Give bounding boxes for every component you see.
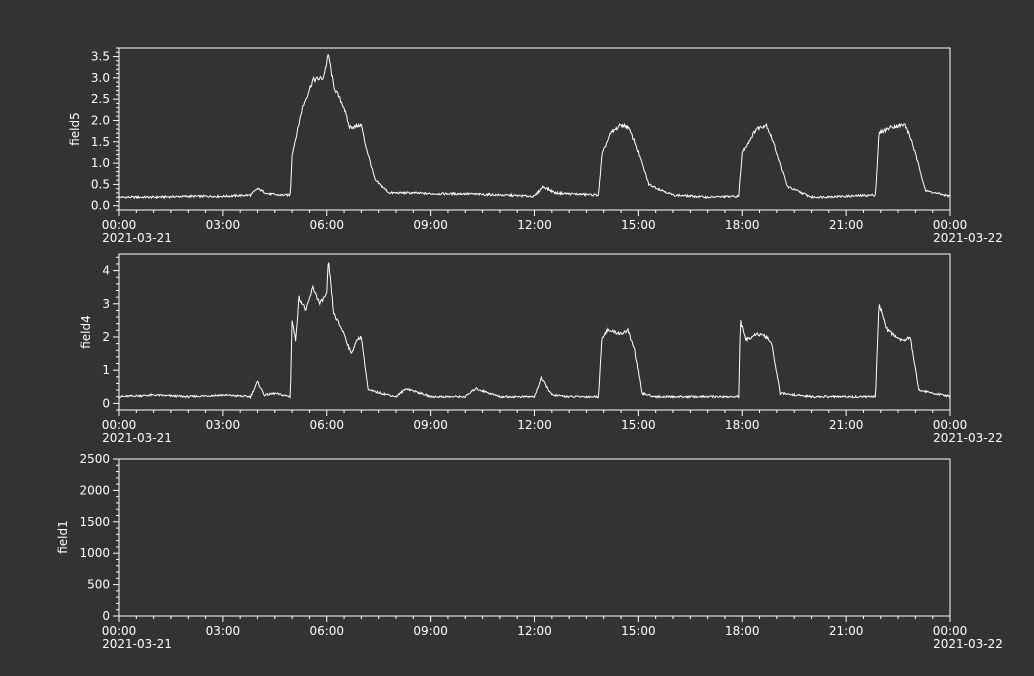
y-tick-label: 2: [102, 330, 110, 344]
y-axis-label: field4: [79, 315, 93, 349]
y-tick-label: 1.5: [91, 135, 110, 149]
x-tick-label: 21:00: [829, 418, 864, 432]
x-tick-date-label: 2021-03-21: [102, 637, 172, 651]
x-tick-label: 00:00: [102, 624, 137, 638]
x-tick-label: 12:00: [517, 418, 552, 432]
y-tick-label: 2000: [79, 483, 110, 497]
y-tick-label: 0: [102, 609, 110, 623]
y-tick-label: 1: [102, 363, 110, 377]
y-tick-label: 2.5: [91, 92, 110, 106]
x-tick-label: 18:00: [725, 624, 760, 638]
x-tick-date-label: 2021-03-21: [102, 231, 172, 245]
x-tick-date-label: 2021-03-22: [933, 231, 1003, 245]
x-tick-label: 03:00: [206, 418, 241, 432]
x-tick-label: 09:00: [413, 218, 448, 232]
x-tick-date-label: 2021-03-22: [933, 637, 1003, 651]
y-tick-label: 3.0: [91, 71, 110, 85]
y-tick-label: 3: [102, 297, 110, 311]
x-tick-label: 21:00: [829, 218, 864, 232]
y-tick-label: 1.0: [91, 156, 110, 170]
x-tick-label: 06:00: [309, 624, 344, 638]
x-tick-label: 18:00: [725, 418, 760, 432]
x-tick-label: 15:00: [621, 418, 656, 432]
x-tick-label: 15:00: [621, 624, 656, 638]
x-tick-label: 00:00: [933, 418, 968, 432]
y-tick-label: 1000: [79, 546, 110, 560]
y-tick-label: 0.5: [91, 177, 110, 191]
y-tick-label: 2.0: [91, 113, 110, 127]
y-axis-label: field1: [56, 520, 70, 554]
x-tick-label: 12:00: [517, 624, 552, 638]
y-tick-label: 3.5: [91, 50, 110, 64]
x-tick-label: 03:00: [206, 218, 241, 232]
x-tick-label: 06:00: [309, 418, 344, 432]
x-tick-label: 03:00: [206, 624, 241, 638]
x-tick-label: 21:00: [829, 624, 864, 638]
y-tick-label: 0: [102, 396, 110, 410]
x-tick-label: 06:00: [309, 218, 344, 232]
series-line: [118, 53, 951, 200]
x-tick-label: 18:00: [725, 218, 760, 232]
x-tick-label: 00:00: [102, 418, 137, 432]
x-tick-label: 12:00: [517, 218, 552, 232]
y-axis-label: field5: [68, 112, 82, 146]
x-tick-label: 00:00: [933, 624, 968, 638]
y-tick-label: 1500: [79, 515, 110, 529]
x-tick-date-label: 2021-03-22: [933, 431, 1003, 445]
x-tick-label: 09:00: [413, 624, 448, 638]
y-tick-label: 500: [87, 578, 110, 592]
x-tick-label: 09:00: [413, 418, 448, 432]
series-line: [118, 262, 951, 400]
x-tick-label: 00:00: [933, 218, 968, 232]
x-tick-date-label: 2021-03-21: [102, 431, 172, 445]
x-tick-label: 15:00: [621, 218, 656, 232]
y-tick-label: 0.0: [91, 199, 110, 213]
x-tick-label: 00:00: [102, 218, 137, 232]
y-tick-label: 4: [102, 264, 110, 278]
y-tick-label: 2500: [79, 452, 110, 466]
